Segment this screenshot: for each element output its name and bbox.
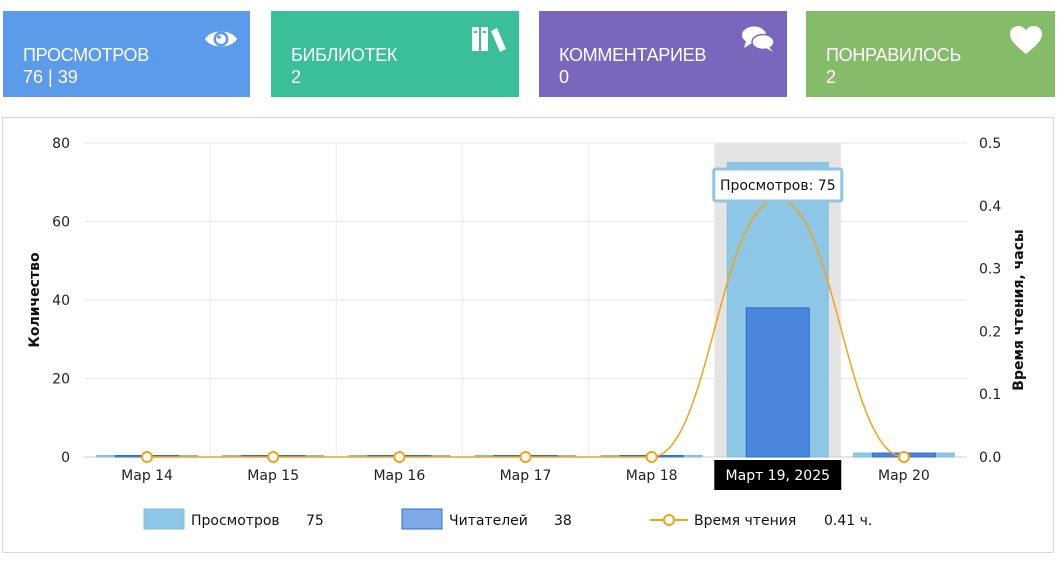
tooltip-arrow — [770, 201, 785, 208]
books-icon — [471, 25, 507, 57]
views-stat-card: ПРОСМОТРОВ 76 | 39 — [3, 11, 250, 97]
y-tick-label: 80 — [52, 136, 70, 152]
x-tick-label: Мар 14 — [121, 468, 173, 484]
legend-swatch-readers — [401, 508, 443, 530]
reading-time-point — [141, 451, 154, 463]
x-tick-label: Мар 20 — [878, 468, 930, 484]
reading-time-line — [147, 198, 904, 458]
heart-icon — [1009, 25, 1043, 59]
reading-time-point — [393, 451, 406, 463]
y-axis-title: Количество — [27, 252, 43, 348]
legend-swatch-views — [143, 508, 185, 530]
comments-stat-card: КОММЕНТАРИЕВ 0 — [539, 11, 787, 97]
reading-time-point — [519, 451, 532, 463]
reading-time-point — [897, 451, 910, 463]
crosshair-date-label: Март 19, 2025 — [726, 468, 831, 484]
y-tick-label: 60 — [52, 215, 70, 231]
bar-readers — [745, 307, 810, 458]
tooltip-text: Просмотров: 75 — [720, 178, 836, 194]
crosshair-date-box — [714, 460, 842, 490]
x-tick-label: Мар 18 — [626, 468, 678, 484]
eye-icon — [204, 25, 238, 57]
likes-stat-card: ПОНРАВИЛОСЬ 2 — [806, 11, 1055, 97]
legend-label-time: Время чтения — [694, 513, 796, 529]
comments-card-value: 0 — [559, 67, 570, 87]
legend-swatch-time-point — [663, 514, 675, 526]
y-tick-label: 0 — [61, 450, 70, 466]
libraries-stat-card: БИБЛИОТЕК 2 — [271, 11, 519, 97]
y2-axis-title: Время чтения, часы — [1011, 229, 1027, 390]
likes-card-value: 2 — [826, 67, 837, 87]
reading-time-point — [645, 451, 658, 463]
y2-tick-label: 0.3 — [979, 262, 1001, 278]
reading-time-point — [267, 451, 280, 463]
comments-icon — [741, 25, 775, 57]
y2-tick-label: 0.4 — [979, 199, 1001, 215]
legend-label-readers: Читателей — [449, 513, 528, 529]
libraries-card-label: БИБЛИОТЕК — [291, 45, 398, 65]
libraries-card-value: 2 — [291, 67, 302, 87]
y2-tick-label: 0.5 — [979, 136, 1001, 152]
y2-tick-label: 0.2 — [979, 324, 1001, 340]
legend-value-time: 0.41 ч. — [824, 513, 872, 529]
legend-label-views: Просмотров — [191, 513, 280, 529]
likes-card-label: ПОНРАВИЛОСЬ — [826, 45, 962, 65]
legend-value-views: 75 — [306, 513, 324, 529]
statistics-chart: 0 20 40 60 80 0.0 0.1 0.2 0.3 0.4 0.5 Количество Вре… — [27, 136, 1027, 530]
views-card-value: 76 | 39 — [23, 67, 78, 87]
y-tick-label: 20 — [52, 372, 70, 388]
statistics-chart-panel: 0 20 40 60 80 0.0 0.1 0.2 0.3 0.4 0.5 Количество Вре… — [2, 117, 1054, 553]
x-tick-label: Мар 15 — [247, 468, 299, 484]
comments-card-label: КОММЕНТАРИЕВ — [559, 45, 707, 65]
x-tick-label: Мар 16 — [373, 468, 425, 484]
y2-tick-label: 0.1 — [979, 387, 1001, 403]
y2-tick-label: 0.0 — [979, 450, 1001, 466]
legend-value-readers: 38 — [554, 513, 572, 529]
x-tick-label: Мар 17 — [500, 468, 552, 484]
views-card-label: ПРОСМОТРОВ — [23, 45, 149, 65]
y-tick-label: 40 — [52, 293, 70, 309]
